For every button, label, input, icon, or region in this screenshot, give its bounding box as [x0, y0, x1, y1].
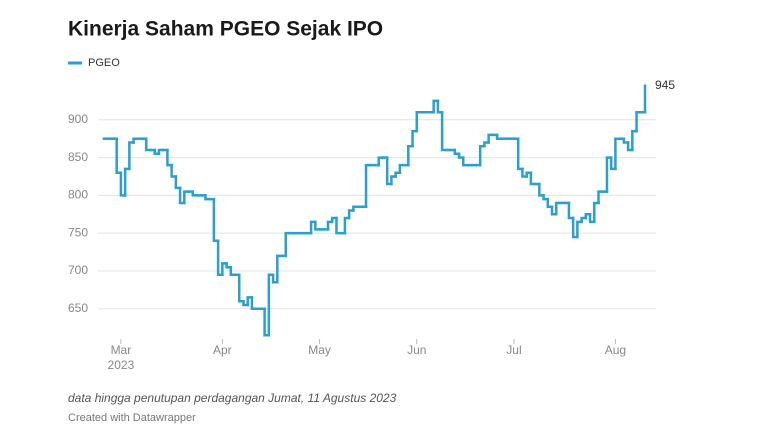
line-step — [242, 299, 249, 307]
line-step — [221, 262, 228, 276]
line-step — [115, 137, 123, 174]
y-tick-label: 900 — [68, 112, 88, 126]
line-step — [145, 137, 152, 152]
x-tick-label: Jun — [407, 343, 426, 357]
x-year-label: 2023 — [108, 358, 135, 372]
y-tick-label: 750 — [68, 225, 88, 239]
line-step — [614, 137, 621, 171]
line-step — [267, 273, 275, 337]
line-step — [309, 220, 317, 235]
line-step — [483, 141, 490, 148]
line-step — [204, 194, 211, 201]
line-step — [635, 110, 643, 133]
line-step — [170, 163, 178, 178]
line-step — [622, 137, 630, 144]
line-step — [191, 190, 199, 197]
line-step — [225, 262, 233, 269]
line-step — [436, 99, 444, 114]
line-step — [457, 152, 465, 159]
line-step — [132, 137, 140, 144]
line-step — [314, 220, 321, 231]
y-tick-label: 850 — [68, 150, 88, 164]
line-step — [495, 133, 503, 140]
line-step — [567, 201, 575, 220]
line-step — [343, 216, 351, 235]
line-step — [178, 186, 186, 205]
x-tick-label: Aug — [605, 343, 626, 357]
line-step — [364, 163, 372, 208]
x-tick-label: Mar — [111, 343, 132, 357]
line-step — [588, 213, 596, 224]
line-step — [212, 197, 220, 242]
line-step — [385, 156, 393, 186]
line-step — [516, 137, 524, 171]
line-step — [538, 182, 545, 197]
line-step — [153, 148, 161, 156]
line-step — [631, 129, 638, 152]
line-step — [605, 156, 613, 193]
line-step — [377, 156, 385, 167]
x-tick-label: Jul — [506, 343, 521, 357]
line-step — [521, 167, 528, 178]
line-step — [128, 141, 135, 171]
line-step — [462, 156, 469, 167]
line-step — [626, 141, 634, 152]
y-tick-label: 700 — [68, 263, 88, 277]
line-step — [593, 201, 600, 224]
line-step — [246, 296, 254, 307]
line-step — [271, 273, 279, 284]
line-step — [238, 273, 245, 303]
line-step — [542, 194, 550, 201]
line-step — [276, 254, 283, 284]
line-step — [326, 220, 334, 231]
line-step — [411, 129, 419, 148]
line-step — [597, 190, 604, 205]
line-step — [580, 216, 588, 224]
line-step — [407, 145, 414, 167]
line-step — [352, 205, 359, 212]
line-step — [119, 171, 127, 197]
y-tick-label: 650 — [68, 301, 88, 315]
credit: Created with Datawrapper — [68, 412, 196, 424]
line-step — [550, 205, 558, 216]
line-step — [415, 110, 423, 133]
line-step — [174, 175, 182, 190]
y-tick-label: 800 — [68, 188, 88, 202]
line-step — [157, 148, 165, 156]
line-step — [263, 307, 271, 337]
line-step — [432, 99, 440, 114]
line-step — [440, 110, 448, 152]
line-step — [453, 148, 461, 156]
line-step — [330, 216, 338, 224]
line-step — [390, 175, 397, 186]
line-step — [284, 231, 292, 258]
line-step — [216, 239, 224, 276]
line-step — [335, 216, 342, 235]
line-step — [478, 145, 486, 167]
note: data hingga penutupan perdagangan Jumat,… — [68, 391, 397, 405]
line-step — [347, 209, 355, 220]
line-step — [229, 265, 237, 276]
line-step — [554, 201, 562, 216]
line-step — [487, 133, 495, 144]
end-label: 945 — [655, 78, 675, 92]
line-step — [123, 167, 131, 197]
chart-title: Kinerja Saham PGEO Sejak IPO — [68, 18, 383, 41]
line-step — [584, 213, 592, 220]
legend-label: PGEO — [88, 57, 120, 69]
line-step — [609, 156, 617, 171]
line-step — [571, 216, 579, 239]
line-step — [183, 190, 190, 205]
line-step — [394, 171, 402, 178]
line-step — [529, 171, 537, 186]
line-step — [166, 148, 173, 167]
line-step — [398, 163, 406, 174]
line-step — [576, 220, 583, 239]
line-step — [250, 296, 258, 311]
line-step — [525, 171, 533, 178]
x-tick-label: May — [308, 343, 331, 357]
x-tick-label: Apr — [213, 343, 232, 357]
line-step — [546, 197, 554, 208]
